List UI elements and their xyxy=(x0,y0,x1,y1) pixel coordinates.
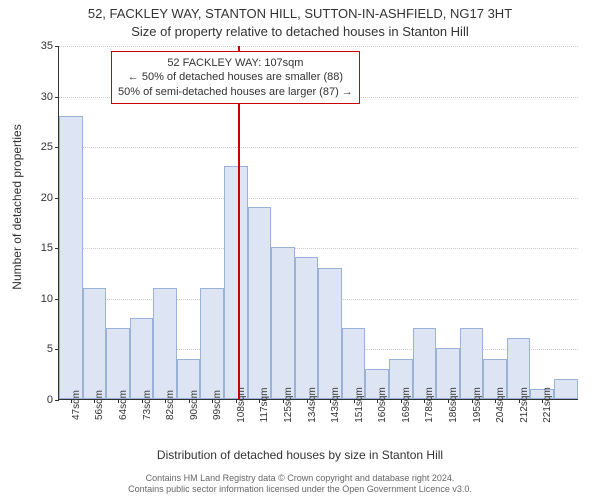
gridline xyxy=(59,147,578,148)
histogram-bar xyxy=(271,247,295,399)
x-tick-label: 212sqm xyxy=(519,387,530,423)
x-tick-label: 82sqm xyxy=(165,390,176,420)
y-tick-label: 15 xyxy=(41,242,53,254)
histogram-bar xyxy=(153,288,177,399)
y-tick-label: 10 xyxy=(41,293,53,305)
x-tick-label: 204sqm xyxy=(495,387,506,423)
gridline xyxy=(59,248,578,249)
x-tick-label: 125sqm xyxy=(283,387,294,423)
annotation-box: 52 FACKLEY WAY: 107sqm← 50% of detached … xyxy=(111,51,360,104)
y-tick-label: 35 xyxy=(41,40,53,52)
title-line1: 52, FACKLEY WAY, STANTON HILL, SUTTON-IN… xyxy=(0,6,600,21)
gridline xyxy=(59,46,578,47)
x-tick-label: 160sqm xyxy=(377,387,388,423)
x-tick-label: 47sqm xyxy=(71,390,82,420)
histogram-bar xyxy=(318,268,342,399)
x-tick-label: 73sqm xyxy=(142,390,153,420)
x-tick-label: 221sqm xyxy=(542,387,553,423)
histogram-bar xyxy=(83,288,107,399)
y-tick-label: 30 xyxy=(41,91,53,103)
histogram-bar xyxy=(295,257,319,399)
x-tick-label: 90sqm xyxy=(189,390,200,420)
annotation-line3: 50% of semi-detached houses are larger (… xyxy=(118,85,353,99)
histogram-bar xyxy=(59,116,83,399)
x-tick-label: 195sqm xyxy=(472,387,483,423)
y-tick-label: 25 xyxy=(41,141,53,153)
x-axis-label: Distribution of detached houses by size … xyxy=(0,448,600,462)
footer-line1: Contains HM Land Registry data © Crown c… xyxy=(0,473,600,485)
annotation-line1: 52 FACKLEY WAY: 107sqm xyxy=(118,56,353,70)
x-tick-label: 99sqm xyxy=(212,390,223,420)
y-tick-label: 20 xyxy=(41,192,53,204)
footer-attribution: Contains HM Land Registry data © Crown c… xyxy=(0,473,600,496)
x-tick-label: 169sqm xyxy=(401,387,412,423)
y-tick-mark xyxy=(55,46,59,47)
histogram-bar xyxy=(248,207,272,399)
y-tick-label: 5 xyxy=(47,343,53,355)
histogram-bar xyxy=(130,318,154,399)
x-tick-label: 151sqm xyxy=(354,387,365,423)
histogram-bar xyxy=(554,379,578,399)
plot-area: 0510152025303547sqm56sqm64sqm73sqm82sqm9… xyxy=(58,46,578,400)
x-tick-label: 143sqm xyxy=(330,387,341,423)
y-tick-label: 0 xyxy=(47,394,53,406)
y-tick-mark xyxy=(55,97,59,98)
histogram-bar xyxy=(106,328,130,399)
x-tick-label: 56sqm xyxy=(94,390,105,420)
histogram-bar xyxy=(224,166,248,399)
x-tick-label: 117sqm xyxy=(259,388,270,423)
footer-line2: Contains public sector information licen… xyxy=(0,484,600,496)
y-axis-label: Number of detached properties xyxy=(10,107,24,307)
x-tick-label: 186sqm xyxy=(448,387,459,423)
x-tick-label: 178sqm xyxy=(424,387,435,423)
y-tick-mark xyxy=(55,400,59,401)
annotation-line2: ← 50% of detached houses are smaller (88… xyxy=(118,70,353,84)
histogram-bar xyxy=(200,288,224,399)
gridline xyxy=(59,198,578,199)
chart-container: 52, FACKLEY WAY, STANTON HILL, SUTTON-IN… xyxy=(0,0,600,500)
title-line2: Size of property relative to detached ho… xyxy=(0,24,600,39)
x-tick-label: 64sqm xyxy=(118,390,129,420)
x-tick-label: 134sqm xyxy=(307,387,318,423)
